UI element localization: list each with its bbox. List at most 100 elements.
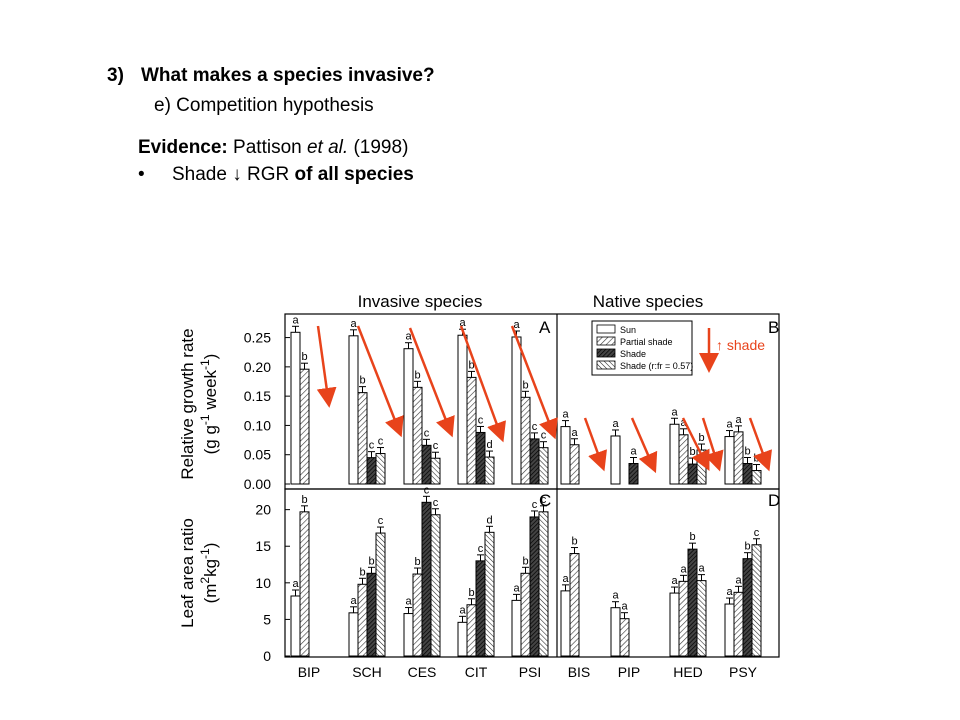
category-label-psi: PSI bbox=[519, 664, 542, 680]
lar-bar bbox=[357, 583, 368, 657]
heading-text: What makes a species invasive? bbox=[141, 65, 435, 86]
lar-significance-letter: b bbox=[414, 556, 420, 568]
lar-bar bbox=[569, 553, 580, 657]
evidence-line: Evidence: Pattison et al. (1998) bbox=[138, 138, 408, 157]
rgr-bar bbox=[484, 456, 495, 485]
lar-significance-letter: a bbox=[612, 590, 619, 602]
legend-label: Partial shade bbox=[620, 337, 673, 347]
rgr-bar bbox=[610, 435, 621, 485]
rgr-bar bbox=[412, 386, 423, 485]
rgr-ytick-label: 0.05 bbox=[244, 447, 271, 463]
rgr-significance-letter: a bbox=[292, 314, 299, 326]
lar-significance-letter: a bbox=[459, 604, 466, 616]
category-label-cit: CIT bbox=[465, 664, 488, 680]
lar-axis-label-line1: Leaf area ratio bbox=[178, 518, 197, 628]
rgr-significance-letter: b bbox=[359, 375, 365, 387]
rgr-bar bbox=[421, 444, 432, 485]
rgr-bar bbox=[669, 423, 680, 485]
trend-arrow bbox=[316, 325, 337, 408]
category-label-ces: CES bbox=[408, 664, 437, 680]
lar-bar bbox=[610, 607, 621, 657]
lar-bar bbox=[733, 591, 744, 657]
lar-significance-letter: c bbox=[754, 527, 760, 539]
legend-swatch bbox=[596, 324, 616, 334]
rgr-bar bbox=[348, 335, 359, 485]
lar-significance-letter: b bbox=[571, 536, 577, 548]
rgr-significance-letter: b bbox=[414, 369, 420, 381]
rgr-bar bbox=[475, 431, 486, 485]
category-label-psy: PSY bbox=[729, 664, 758, 680]
rgr-ytick-label: 0.25 bbox=[244, 330, 271, 346]
lar-ytick-label: 0 bbox=[263, 648, 271, 664]
rgr-significance-letter: a bbox=[726, 419, 733, 431]
rgr-bar bbox=[560, 426, 571, 485]
lar-bar bbox=[696, 580, 707, 657]
category-label-hed: HED bbox=[673, 664, 703, 680]
lar-bar bbox=[751, 544, 762, 657]
rgr-ytick-label: 0.00 bbox=[244, 476, 271, 492]
rgr-significance-letter: d bbox=[486, 439, 492, 451]
panel-label-a: A bbox=[539, 318, 551, 337]
rgr-bar bbox=[724, 436, 735, 485]
lar-axis-label: Leaf area ratio (m2kg-1) bbox=[178, 518, 220, 628]
rgr-bar bbox=[678, 434, 689, 485]
evidence-author: Pattison bbox=[233, 137, 302, 158]
lar-bar bbox=[430, 514, 441, 657]
panel-label-b: B bbox=[768, 318, 779, 337]
lar-bar bbox=[348, 612, 359, 657]
lar-significance-letter: c bbox=[541, 494, 547, 506]
rgr-bar bbox=[733, 431, 744, 485]
rgr-significance-letter: a bbox=[671, 406, 678, 418]
lar-bar bbox=[511, 599, 522, 657]
lar-significance-letter: d bbox=[486, 514, 492, 526]
rgr-significance-letter: c bbox=[541, 430, 547, 442]
bullet-symbol: • bbox=[138, 164, 145, 185]
rgr-significance-letter: a bbox=[350, 318, 357, 330]
trend-arrow bbox=[681, 417, 710, 471]
rgr-significance-letter: a bbox=[612, 418, 619, 430]
lar-significance-letter: a bbox=[621, 601, 628, 613]
rgr-bar bbox=[628, 463, 639, 485]
trend-arrow bbox=[701, 417, 724, 472]
bullet-text: Shade ↓ RGR bbox=[172, 164, 290, 185]
lar-bar bbox=[687, 548, 698, 657]
rgr-bar bbox=[375, 453, 386, 485]
lar-bar bbox=[560, 590, 571, 657]
lar-significance-letter: b bbox=[744, 541, 750, 553]
rgr-unit-part-5: ) bbox=[201, 354, 220, 360]
lar-significance-letter: a bbox=[726, 586, 733, 598]
lar-unit-part-1: (m bbox=[201, 584, 220, 604]
lar-significance-letter: a bbox=[671, 575, 678, 587]
rgr-axis-label: Relative growth rate (g g-1 week-1) bbox=[178, 328, 220, 479]
legend-label: Shade bbox=[620, 349, 646, 359]
category-label-pip: PIP bbox=[618, 664, 641, 680]
lar-significance-letter: c bbox=[478, 543, 484, 555]
panel-label-c: C bbox=[539, 491, 551, 510]
lar-bar bbox=[678, 580, 689, 657]
rgr-unit-part-3: week bbox=[201, 369, 220, 414]
rgr-ytick-label: 0.15 bbox=[244, 388, 271, 404]
rgr-significance-letter: b bbox=[744, 446, 750, 458]
lar-significance-letter: c bbox=[424, 484, 430, 496]
lar-bar bbox=[538, 511, 549, 657]
lar-unit-part-5: ) bbox=[201, 543, 220, 549]
rgr-bar bbox=[687, 463, 698, 485]
legend-swatch bbox=[596, 336, 616, 346]
lar-bar bbox=[299, 511, 310, 657]
lar-bar bbox=[484, 531, 495, 657]
rgr-significance-letter: a bbox=[630, 446, 637, 458]
lar-axis-label-line2: (m2kg-1) bbox=[198, 543, 220, 604]
rgr-significance-letter: c bbox=[478, 414, 484, 426]
lar-significance-letter: c bbox=[433, 497, 439, 509]
rgr-unit-part-4: -1 bbox=[198, 359, 212, 370]
lar-significance-letter: b bbox=[301, 494, 307, 506]
bullet-emphasis: of all species bbox=[294, 164, 414, 185]
bottom-panel-frame bbox=[284, 488, 780, 658]
trend-arrow bbox=[356, 325, 404, 438]
rgr-bar bbox=[466, 376, 477, 485]
rgr-significance-letter: c bbox=[532, 421, 538, 433]
lar-significance-letter: a bbox=[292, 578, 299, 590]
lar-bar bbox=[412, 573, 423, 657]
